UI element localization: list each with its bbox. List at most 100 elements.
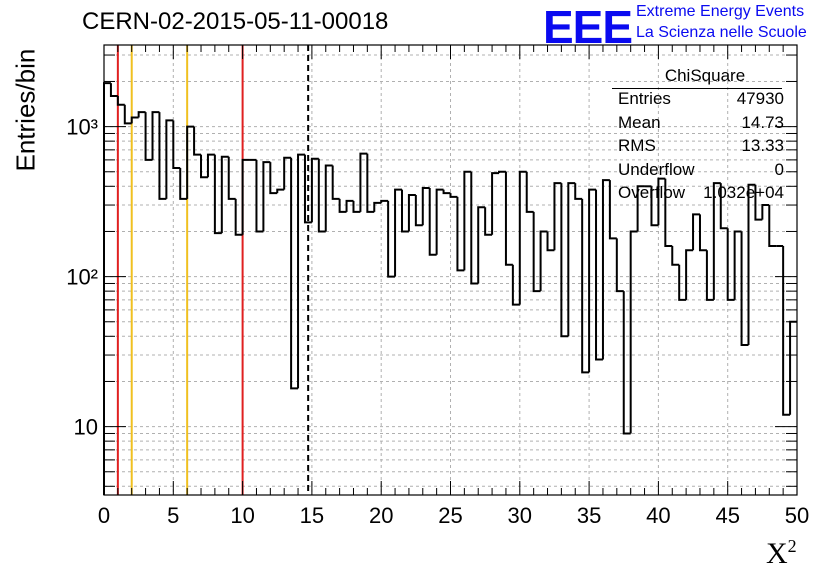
histogram-bin [317, 158, 326, 233]
histogram-bin [414, 195, 423, 227]
histogram-bin [740, 231, 749, 346]
histogram-bin [186, 125, 195, 199]
x-tick-label: 30 [508, 503, 532, 528]
histogram-bin [692, 213, 700, 251]
histogram-bin [130, 116, 139, 124]
stats-value: 0 [774, 159, 784, 179]
histogram-bin [608, 180, 617, 240]
histogram-series [103, 82, 797, 495]
histogram-bin [726, 228, 735, 301]
histogram-bin [504, 171, 513, 266]
histogram-bin [581, 198, 590, 374]
histogram-bin [172, 120, 181, 169]
histogram-bin [366, 153, 375, 213]
x-tick-label: 50 [785, 503, 809, 528]
histogram-bin [116, 95, 125, 106]
histogram-bin [601, 179, 610, 360]
histogram-bin [373, 201, 382, 212]
histogram-bin [442, 189, 451, 195]
histogram-bin [525, 171, 534, 213]
histogram-bin [657, 177, 666, 226]
y-tick-label: 10² [66, 265, 98, 290]
histogram-bin [428, 187, 437, 256]
histogram-bin [220, 155, 229, 234]
histogram-bin [290, 157, 299, 390]
y-tick-label: 10³ [66, 115, 98, 140]
x-tick-label: 25 [438, 503, 462, 528]
histogram-bin [435, 188, 444, 255]
histogram-bin [491, 172, 500, 235]
histogram-bin [234, 198, 243, 236]
histogram-bin [151, 111, 160, 160]
histogram-bin [144, 112, 153, 161]
x-tick-label: 35 [577, 503, 601, 528]
histogram-bin [671, 245, 680, 266]
y-axis-label: Entries/bin [10, 48, 41, 172]
axes-frame [103, 44, 798, 496]
histogram-bin [407, 194, 416, 232]
stats-label: RMS [618, 136, 656, 155]
histogram-bin [269, 162, 278, 195]
histogram-bin [754, 184, 763, 221]
histogram-bin [338, 198, 347, 213]
stats-value: 1.032e+04 [703, 183, 784, 202]
stats-label: Overflow [618, 183, 686, 202]
histogram-bin [789, 320, 797, 415]
histogram-bin [109, 83, 118, 97]
stats-row: Underflow 0 [612, 160, 784, 184]
histogram-bin [768, 205, 777, 247]
histogram-bin [560, 183, 569, 338]
histogram-bin [574, 183, 583, 200]
stats-value: 47930 [736, 89, 784, 108]
histogram-bin [463, 170, 472, 271]
histogram-bin [213, 154, 222, 235]
marker-lines [116, 45, 310, 495]
histogram-bin [310, 157, 319, 223]
histogram-bin [276, 188, 285, 194]
histogram-bin [324, 164, 333, 232]
histogram-bin [421, 186, 430, 226]
histogram-bin [262, 161, 271, 232]
histogram-bin [283, 156, 292, 190]
histogram-bin [712, 182, 721, 300]
histogram-bin [456, 196, 465, 272]
histogram-bin [484, 207, 493, 236]
histogram-bin [359, 152, 368, 212]
histogram-bin [553, 182, 562, 251]
histogram-bin [532, 211, 541, 293]
stats-value: 14.73 [741, 112, 784, 132]
histogram-bin [123, 104, 132, 125]
histogram-bin [303, 154, 312, 224]
stats-row: RMS 13.33 [612, 136, 784, 160]
histogram-bin [165, 119, 174, 199]
x-tick-label: 15 [300, 503, 324, 528]
histogram-bin [179, 167, 188, 200]
org-name-line1: Extreme Energy Events [636, 3, 805, 20]
x-tick-label: 20 [369, 503, 393, 528]
histogram-bin [595, 189, 603, 361]
stats-value: 13.33 [741, 136, 784, 155]
histogram-bin [331, 165, 340, 200]
histogram-bin [387, 200, 396, 278]
stats-label: Entries [618, 89, 671, 108]
histogram-bin [227, 156, 236, 200]
chart-title: CERN-02-2015-05-11-00018 [82, 8, 389, 35]
histogram-bin [782, 245, 791, 416]
histogram-bin [761, 204, 770, 220]
stats-row: Overflow 1.032e+04 [612, 183, 784, 207]
histogram-bin [352, 200, 361, 213]
histogram-bin [400, 189, 409, 233]
histogram-bin [137, 111, 146, 118]
histogram-bin [241, 158, 250, 235]
x-tick-label: 45 [715, 503, 739, 528]
histogram-bin [255, 159, 264, 233]
histogram-bin [380, 199, 389, 203]
histogram-bin [345, 199, 354, 212]
histogram-bin [206, 153, 215, 178]
x-tick-label: 5 [167, 503, 179, 528]
eee-logo: EEE [543, 1, 633, 53]
histogram-bin [719, 183, 728, 230]
histogram-bin [477, 206, 486, 284]
x-axis-label-base: X [766, 537, 788, 570]
